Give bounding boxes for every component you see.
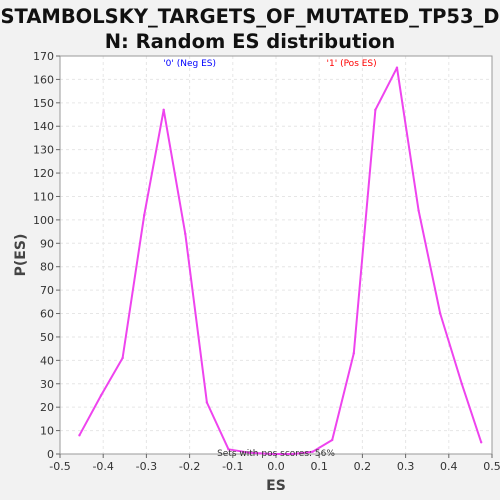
series-line <box>78 66 483 455</box>
data-point <box>417 209 420 212</box>
chart-title-line-2: N: Random ES distribution <box>104 30 396 53</box>
x-tick-label: 0.3 <box>397 460 415 473</box>
y-tick-label: 140 <box>33 120 54 133</box>
y-tick-label: 50 <box>40 331 54 344</box>
data-point <box>395 66 399 69</box>
x-tick-label: 0.0 <box>267 460 285 473</box>
y-tick-label: 0 <box>47 448 54 461</box>
data-point <box>292 452 295 456</box>
y-tick-label: 40 <box>40 354 54 367</box>
data-point <box>480 441 483 444</box>
data-point <box>205 401 209 404</box>
data-point <box>460 382 463 385</box>
y-tick-label: 120 <box>33 167 54 180</box>
data-point <box>330 438 334 442</box>
data-point <box>352 352 355 355</box>
y-tick-label: 170 <box>33 50 54 63</box>
data-point <box>121 356 124 360</box>
x-axis-title: ES <box>266 478 286 494</box>
annotation-label: Sets with pos scores: 56% <box>217 449 335 459</box>
x-tick-label: 0.2 <box>354 460 372 473</box>
chart-title: STAMBOLSKY_TARGETS_OF_MUTATED_TP53_D N: … <box>0 4 500 54</box>
data-point <box>227 448 230 451</box>
data-point <box>374 108 377 112</box>
data-point <box>270 452 273 456</box>
x-tick-label: 0.1 <box>310 460 328 473</box>
x-tick-label: -0.2 <box>179 460 200 473</box>
y-tick-label: 130 <box>33 144 54 157</box>
data-point <box>78 434 81 437</box>
y-tick-label: 100 <box>33 214 54 227</box>
data-point <box>248 451 252 455</box>
data-point <box>143 214 146 217</box>
y-tick-label: 30 <box>40 378 54 391</box>
data-point <box>162 108 165 112</box>
y-tick-label: 20 <box>40 401 54 414</box>
y-tick-label: 160 <box>33 73 54 86</box>
chart-title-line-1: STAMBOLSKY_TARGETS_OF_MUTATED_TP53_D <box>0 5 500 28</box>
data-point <box>184 232 187 236</box>
y-tick-label: 90 <box>40 237 54 250</box>
data-point <box>438 312 442 315</box>
y-tick-label: 150 <box>33 97 54 110</box>
x-tick-label: -0.3 <box>136 460 157 473</box>
y-tick-label: 110 <box>33 190 54 203</box>
data-point <box>99 394 103 397</box>
x-tick-label: -0.1 <box>222 460 243 473</box>
x-tick-label: -0.5 <box>49 460 70 473</box>
y-tick-label: 80 <box>40 261 54 274</box>
y-tick-label: 10 <box>40 425 54 438</box>
y-axis-title: P(ES) <box>13 234 29 277</box>
x-tick-label: 0.5 <box>483 460 500 473</box>
y-tick-label: 70 <box>40 284 54 297</box>
annotation-label: '0' (Neg ES) <box>163 59 216 69</box>
data-point <box>311 450 314 453</box>
annotation-label: '1' (Pos ES) <box>327 59 377 69</box>
x-tick-label: 0.4 <box>440 460 458 473</box>
x-tick-label: -0.4 <box>92 460 113 473</box>
y-tick-label: 60 <box>40 308 54 321</box>
